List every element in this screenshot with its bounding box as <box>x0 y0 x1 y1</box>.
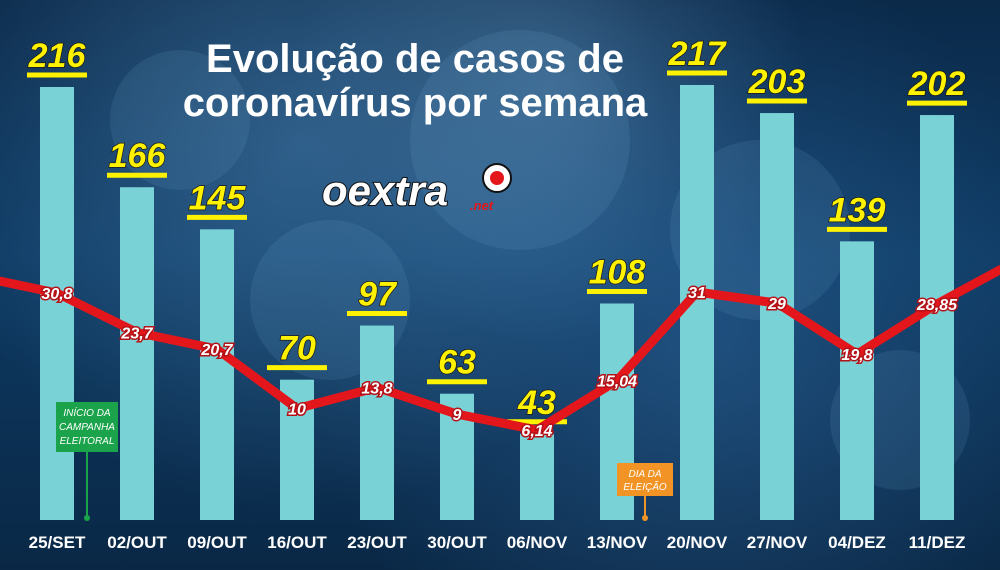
chart-title-line-1: Evolução de casos de <box>206 37 624 81</box>
logo-dot-icon <box>490 171 504 185</box>
bar-11/DEZ <box>920 115 954 520</box>
bar-09/OUT <box>200 229 234 520</box>
line-value-label: 6,14 <box>521 423 552 440</box>
x-tick-label: 06/NOV <box>507 533 568 552</box>
bar-value-label: 43 <box>517 384 556 422</box>
bar-value-label: 97 <box>358 276 398 314</box>
x-tick-label: 16/OUT <box>267 533 327 552</box>
line-value-label: 10 <box>288 402 306 419</box>
line-value-label: 15,04 <box>597 374 637 391</box>
line-value-label: 20,7 <box>200 342 233 359</box>
logo: oextra .net <box>321 163 512 215</box>
annotation-campaign-text: ELEITORAL <box>60 436 115 447</box>
virus-background <box>110 30 970 490</box>
x-tick-label: 04/DEZ <box>828 533 886 552</box>
x-tick-label: 30/OUT <box>427 533 487 552</box>
line-value-label: 19,8 <box>841 347 872 364</box>
line-layer: 30,8 23,7 20,7 10 13,8 9 6,14 15,04 31 29 19,8 28,8… <box>0 265 1000 442</box>
bar-02/OUT <box>120 187 154 520</box>
bar-value-label: 217 <box>668 35 728 73</box>
line-value-label: 29 <box>767 296 786 313</box>
logo-text: oextra <box>322 167 448 214</box>
line-value-label: 23,7 <box>120 326 153 343</box>
annotation-campaign-text: CAMPANHA <box>59 422 115 433</box>
x-tick-label: 11/DEZ <box>909 533 966 552</box>
bar-value-label: 63 <box>438 344 476 382</box>
annotation-election-dot <box>642 515 648 521</box>
bar-value-label: 145 <box>189 179 247 217</box>
annotation-campaign-box <box>56 402 118 452</box>
x-tick-label: 27/NOV <box>747 533 808 552</box>
x-tick-label: 23/OUT <box>347 533 407 552</box>
line-value-label: 31 <box>688 285 706 302</box>
x-tick-label: 02/OUT <box>107 533 167 552</box>
x-tick-label: 25/SET <box>29 533 86 552</box>
bar-06/NOV <box>520 433 554 520</box>
bar-value-label: 70 <box>278 330 316 368</box>
x-tick-label: 09/OUT <box>187 533 247 552</box>
bar-value-label: 202 <box>908 65 966 103</box>
line-value-label: 13,8 <box>361 380 392 397</box>
bar-value-label: 203 <box>748 63 806 101</box>
line-value-label: 9 <box>453 407 462 424</box>
bar-value-label: 108 <box>589 254 646 292</box>
chart-title-line-2: coronavírus por semana <box>183 81 648 125</box>
annotation-campaign-dot <box>84 515 90 521</box>
bar-value-label: 139 <box>829 191 886 229</box>
x-tick-label: 20/NOV <box>667 533 728 552</box>
annotation-election-text: DIA DA <box>629 469 662 480</box>
annotation-election-box <box>617 463 673 496</box>
bar-value-label: 166 <box>109 137 167 175</box>
annotation-campaign-text: INÍCIO DA <box>63 406 111 419</box>
bar-27/NOV <box>760 113 794 521</box>
line-value-label: 28,85 <box>916 297 958 314</box>
series-line <box>0 265 1000 435</box>
line-value-label: 30,8 <box>41 286 72 303</box>
x-tick-label: 13/NOV <box>587 533 648 552</box>
bar-value-label: 216 <box>28 37 87 75</box>
logo-suffix: .net <box>470 198 494 213</box>
bar-23/OUT <box>360 325 394 520</box>
annotation-election-text: ELEIÇÃO <box>623 480 667 493</box>
bar-04/DEZ <box>840 241 874 520</box>
